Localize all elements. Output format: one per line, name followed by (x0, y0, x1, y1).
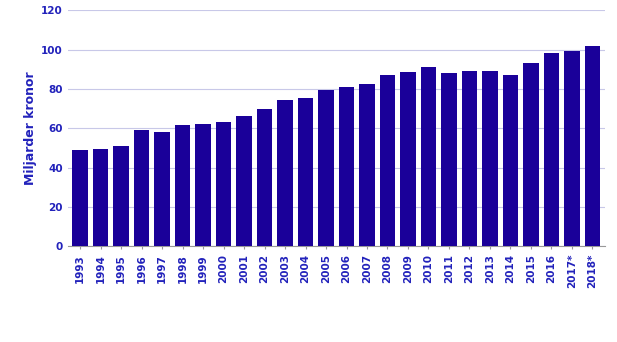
Bar (114, 146, 129, 246)
Bar (257, 109, 272, 246)
Bar (93, 149, 109, 246)
Bar (216, 122, 231, 246)
Bar (134, 130, 149, 246)
Bar (503, 75, 518, 246)
Bar (154, 132, 170, 246)
Bar (318, 90, 334, 246)
Bar (544, 53, 559, 246)
Y-axis label: Miljarder kronor: Miljarder kronor (24, 71, 37, 185)
Bar (196, 124, 211, 246)
Bar (564, 51, 579, 246)
Bar (482, 71, 497, 246)
Bar (441, 73, 457, 246)
Bar (339, 87, 354, 246)
Bar (175, 125, 190, 246)
Bar (523, 63, 539, 246)
Bar (236, 116, 252, 246)
Bar (380, 75, 395, 246)
Bar (298, 98, 313, 246)
Bar (400, 72, 416, 246)
Bar (585, 45, 600, 246)
Bar (421, 67, 436, 246)
Bar (462, 71, 477, 246)
Bar (72, 150, 88, 246)
Bar (359, 84, 375, 246)
Bar (278, 100, 292, 246)
